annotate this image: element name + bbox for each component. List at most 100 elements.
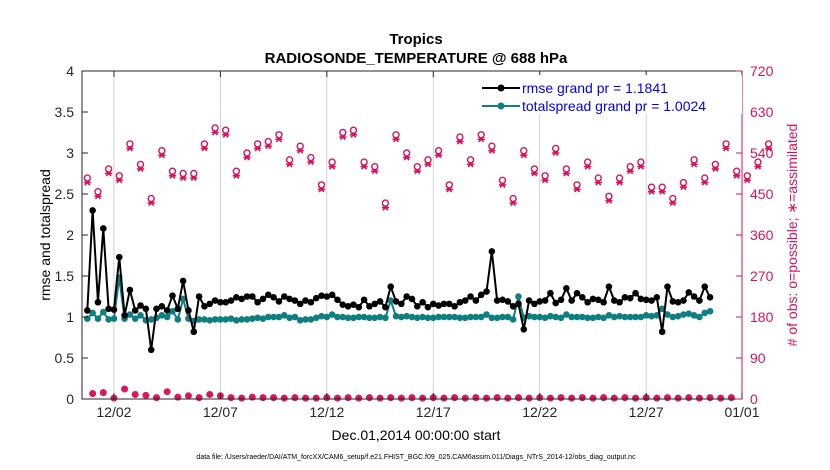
totalspread-point xyxy=(355,313,363,321)
rmse-point xyxy=(504,298,512,305)
rmse-point xyxy=(669,298,677,305)
rmse-point xyxy=(563,285,570,292)
y-tick-label-left: 3.5 xyxy=(55,104,75,120)
totalspread-point xyxy=(509,316,517,323)
totalspread-point xyxy=(408,313,416,321)
rmse-point xyxy=(137,302,144,309)
obs-low-assimilated-point xyxy=(718,395,723,401)
totalspread-point xyxy=(105,316,112,323)
obs-low-possible-point xyxy=(589,394,597,402)
totalspread-point xyxy=(664,311,671,318)
totalspread-point xyxy=(610,313,618,321)
obs-assimilated-point xyxy=(317,186,326,193)
obs-assimilated-point xyxy=(445,186,453,193)
totalspread-point xyxy=(307,316,315,323)
obs-low-assimilated-point xyxy=(239,395,244,401)
obs-low-assimilated-point xyxy=(90,391,95,396)
rmse-point xyxy=(222,298,230,306)
totalspread-point xyxy=(403,312,410,320)
obs-possible-point xyxy=(498,176,507,185)
y-tick-label-right: 0 xyxy=(750,391,758,407)
rmse-point xyxy=(328,291,336,299)
obs-assimilated-point xyxy=(254,145,262,152)
obs-possible-point xyxy=(392,131,400,139)
obs-low-possible-point xyxy=(387,394,395,402)
rmse-point xyxy=(621,294,629,301)
rmse-point xyxy=(483,288,490,295)
rmse-point xyxy=(131,307,139,314)
x-tick-label: 12/12 xyxy=(309,404,344,420)
obs-assimilated-point xyxy=(371,168,379,175)
totalspread-point xyxy=(483,311,490,318)
totalspread-point xyxy=(243,316,251,323)
rmse-point xyxy=(605,283,613,290)
obs-low-possible-point xyxy=(131,390,139,398)
obs-possible-point xyxy=(371,162,379,171)
rmse-point xyxy=(211,297,219,304)
obs-low-assimilated-point xyxy=(164,389,170,394)
rmse-point xyxy=(243,293,251,300)
obs-low-possible-point xyxy=(632,394,640,402)
legend-rmse-marker xyxy=(497,84,505,92)
rmse-point xyxy=(296,300,304,308)
obs-assimilated-point xyxy=(584,163,592,170)
obs-low-possible-point xyxy=(376,394,384,402)
obs-low-assimilated-point xyxy=(250,394,255,400)
obs-possible-point xyxy=(413,162,422,171)
obs-possible-point xyxy=(711,160,720,169)
obs-assimilated-point xyxy=(562,170,570,177)
obs-assimilated-point xyxy=(158,152,166,159)
totalspread-point xyxy=(264,313,272,321)
obs-assimilated-point xyxy=(296,147,304,154)
totalspread-point xyxy=(84,315,91,322)
totalspread-point xyxy=(579,313,586,321)
totalspread-point xyxy=(259,315,267,322)
rmse-point xyxy=(552,299,560,307)
obs-assimilated-point xyxy=(413,168,421,175)
rmse-point xyxy=(339,301,347,309)
rmse-point xyxy=(89,207,96,214)
totalspread-point xyxy=(445,313,453,321)
x-axis-label: Dec.01,2014 00:00:00 start xyxy=(332,427,501,443)
obs-assimilated-point xyxy=(765,145,773,152)
y-tick-label-right: 540 xyxy=(750,145,774,161)
obs-possible-point xyxy=(222,126,230,134)
legend-box xyxy=(474,75,742,114)
totalspread-point xyxy=(275,313,283,321)
totalspread-point xyxy=(642,312,650,319)
y-tick-label-left: 2.5 xyxy=(55,186,75,202)
obs-possible-point xyxy=(445,181,453,189)
totalspread-point xyxy=(158,312,166,319)
obs-low-possible-point xyxy=(408,394,416,402)
rmse-point xyxy=(509,303,517,310)
totalspread-point xyxy=(552,313,560,321)
totalspread-point xyxy=(206,316,214,324)
totalspread-point xyxy=(238,316,245,323)
totalspread-point xyxy=(312,314,320,322)
rmse-point xyxy=(429,300,437,308)
obs-assimilated-point xyxy=(701,179,709,186)
obs-possible-point xyxy=(658,183,666,191)
obs-low-possible-point xyxy=(238,394,246,402)
rmse-point xyxy=(674,298,682,306)
obs-low-assimilated-point xyxy=(420,395,425,401)
totalspread-point xyxy=(429,314,437,322)
rmse-point xyxy=(174,305,182,313)
obs-assimilated-point xyxy=(541,177,549,184)
obs-assimilated-point xyxy=(679,184,688,191)
obs-low-assimilated-point xyxy=(313,395,319,401)
y-tick-label-right: 630 xyxy=(750,104,774,120)
rmse-point xyxy=(142,305,150,313)
rmse-point xyxy=(355,303,363,311)
rmse-point xyxy=(121,312,128,319)
totalspread-point xyxy=(163,313,171,321)
obs-possible-point xyxy=(679,178,688,187)
obs-possible-point xyxy=(530,165,539,173)
obs-low-possible-point xyxy=(706,394,714,402)
x-tick-label: 12/17 xyxy=(416,404,451,420)
obs-possible-point xyxy=(126,140,134,148)
obs-assimilated-point xyxy=(275,136,283,143)
rmse-point xyxy=(286,295,293,303)
obs-assimilated-point xyxy=(722,145,730,152)
rmse-point xyxy=(312,294,320,302)
